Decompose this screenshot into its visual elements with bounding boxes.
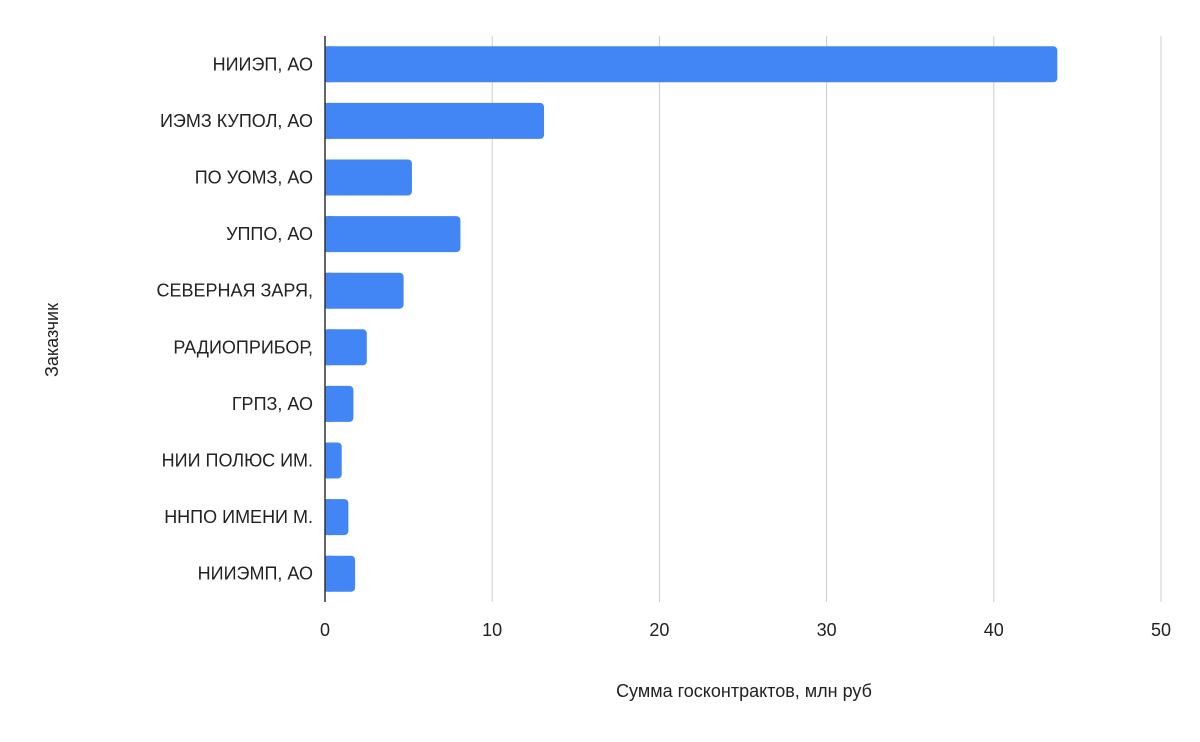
gridlines — [491, 36, 1162, 602]
y-tick-label: ГРПЗ, АО — [232, 394, 313, 414]
bar — [325, 102, 545, 139]
bar-base — [325, 102, 331, 139]
bar-base — [325, 385, 331, 422]
y-tick-label: ПО УОМЗ, АО — [195, 168, 313, 188]
bar-base — [325, 499, 331, 536]
bar — [325, 555, 356, 592]
bar-base — [325, 442, 331, 479]
x-axis-title: Сумма госконтрактов, млн руб — [616, 681, 872, 701]
bar-base — [325, 216, 331, 253]
bar — [325, 159, 412, 196]
y-tick-labels: НИИЭП, АО ИЭМЗ КУПОЛ, АО ПО УОМЗ, АО УППО, … — [156, 54, 313, 583]
x-tick-labels: 0 10 20 30 40 50 — [320, 620, 1171, 640]
y-tick-label: НИИЭМП, АО — [198, 564, 313, 584]
x-tick-label: 50 — [1151, 620, 1171, 640]
bar-base — [325, 329, 331, 366]
y-tick-label: СЕВЕРНАЯ ЗАРЯ, — [156, 281, 313, 301]
bar-base — [325, 272, 331, 309]
y-tick-label: НИИЭП, АО — [213, 54, 313, 74]
bar — [325, 272, 404, 309]
bars — [325, 46, 1058, 592]
y-tick-label: РАДИОПРИБОР, — [173, 337, 313, 357]
x-tick-label: 0 — [320, 620, 330, 640]
x-tick-label: 20 — [649, 620, 669, 640]
bar — [325, 46, 1058, 83]
x-tick-label: 30 — [817, 620, 837, 640]
y-tick-label: УППО, АО — [226, 224, 313, 244]
y-axis-title: Заказчик — [42, 303, 62, 377]
bar-base — [325, 46, 331, 83]
x-tick-label: 10 — [482, 620, 502, 640]
y-tick-label: НИИ ПОЛЮС ИМ. — [162, 451, 313, 471]
bar — [325, 329, 367, 366]
y-tick-label: ИЭМЗ КУПОЛ, АО — [160, 111, 313, 131]
bar — [325, 385, 354, 422]
bar-base — [325, 555, 331, 592]
bar-base — [325, 159, 331, 196]
y-tick-label: ННПО ИМЕНИ М. — [164, 507, 313, 527]
bar — [325, 216, 461, 253]
x-tick-label: 40 — [984, 620, 1004, 640]
